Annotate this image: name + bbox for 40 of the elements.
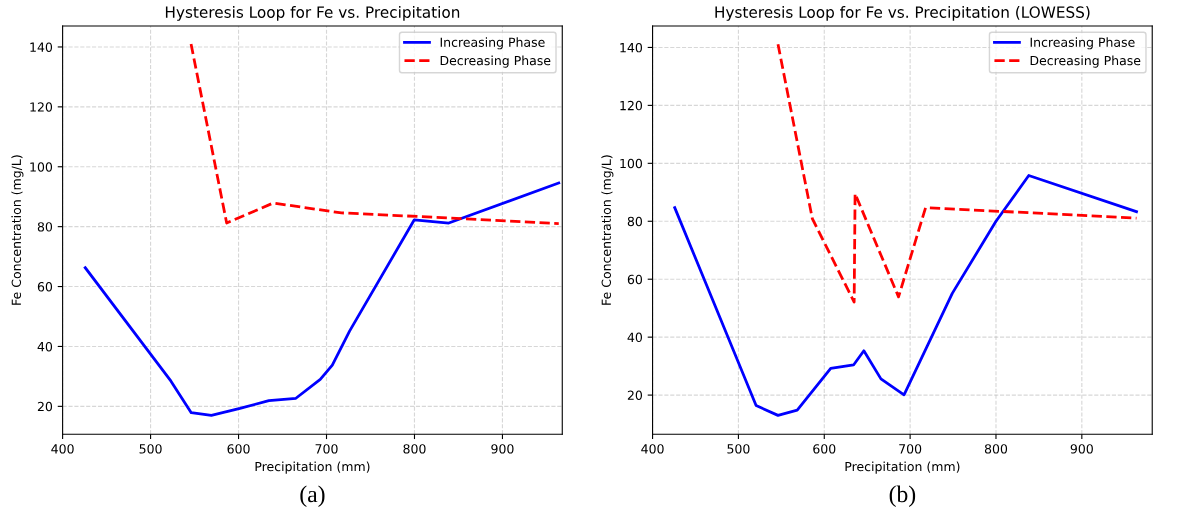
y-axis-title: Fe Concentration (mg/L)	[601, 155, 614, 305]
x-tick-label: 500	[727, 444, 750, 454]
x-tick-label: 700	[899, 444, 922, 454]
x-tick-label: 400	[641, 444, 664, 454]
line-series	[83, 181, 561, 417]
y-tick-label: 80	[37, 222, 53, 232]
y-tick-label: 80	[627, 216, 643, 227]
text: (b)	[889, 485, 916, 507]
y-tick-label: 20	[627, 390, 643, 401]
y-tick-label: 120	[30, 102, 53, 112]
y-tick-label: 20	[37, 401, 53, 412]
x-tick-label: 600	[227, 444, 250, 454]
line-series	[673, 174, 1138, 417]
x-tick-label: 700	[315, 444, 338, 454]
x-tick-label: 600	[813, 444, 836, 454]
y-axis-title: Fe Concentration (mg/L)	[11, 155, 24, 305]
y-tick-label: 120	[620, 100, 643, 111]
y-tick-label: 60	[627, 274, 643, 285]
y-tick-label: 40	[627, 332, 643, 343]
x-axis-title: Precipitation (mm)	[845, 461, 960, 474]
x-tick-label: 400	[51, 444, 74, 454]
y-tick-label: 140	[620, 42, 643, 53]
chart-title: Hysteresis Loop for Fe vs. Precipitation	[165, 6, 460, 21]
y-tick-label: 40	[37, 341, 53, 352]
chart-title: Hysteresis Loop for Fe vs. Precipitation (LOWESS)	[715, 6, 1090, 21]
legend-label: Increasing Phase	[440, 37, 545, 50]
x-axis-title: Precipitation (mm)	[255, 461, 370, 474]
x-tick-label: 900	[1070, 444, 1093, 454]
y-tick-label: 140	[30, 42, 53, 52]
y-tick-label: 100	[30, 162, 53, 172]
y-tick-label: 60	[37, 282, 53, 292]
legend-label: Increasing Phase	[1030, 37, 1135, 50]
y-tick-label: 100	[620, 158, 643, 169]
text: (a)	[300, 485, 325, 507]
x-tick-label: 500	[139, 444, 162, 454]
x-tick-label: 800	[403, 444, 426, 454]
x-tick-label: 900	[491, 444, 514, 454]
legend-label: Decreasing Phase	[440, 55, 551, 68]
x-tick-label: 800	[984, 444, 1008, 454]
legend-label: Decreasing Phase	[1030, 55, 1141, 68]
